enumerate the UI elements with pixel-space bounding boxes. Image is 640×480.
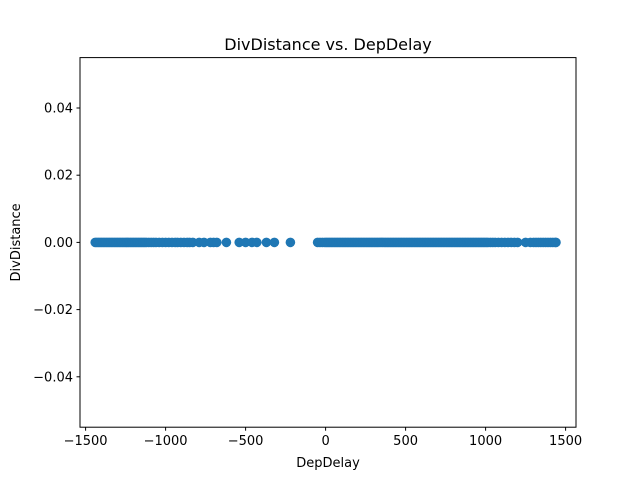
data-point	[221, 237, 232, 248]
data-points	[90, 237, 561, 248]
x-axis-label: DepDelay	[296, 456, 360, 471]
data-point	[551, 237, 561, 248]
x-tick-label: −1000	[144, 434, 188, 449]
x-tick-label: −1500	[64, 434, 108, 449]
plot-frame	[79, 57, 577, 428]
y-tick-label: 0.02	[44, 169, 73, 184]
data-point	[269, 237, 280, 248]
x-tick-label: −500	[228, 434, 264, 449]
y-tick-label: −0.04	[33, 370, 73, 385]
y-axis-label: DivDistance	[9, 203, 24, 281]
data-point	[261, 237, 272, 248]
x-tick-label: 1000	[469, 434, 502, 449]
axis-ticks: −1500 −1000 −500 0 500 1000 1500 −0.04 −0.02 0.00…	[33, 102, 582, 450]
y-tick-label: 0.00	[44, 236, 73, 251]
x-tick-label: 1500	[549, 434, 582, 449]
x-tick-label: 0	[321, 434, 329, 449]
x-tick-label: 500	[393, 434, 418, 449]
y-tick-label: 0.04	[44, 102, 73, 117]
chart-title: DivDistance vs. DepDelay	[224, 35, 431, 54]
data-point	[512, 237, 523, 248]
data-point	[285, 237, 296, 248]
data-point	[212, 237, 222, 248]
data-point	[251, 237, 262, 248]
y-tick-label: −0.02	[33, 303, 73, 318]
